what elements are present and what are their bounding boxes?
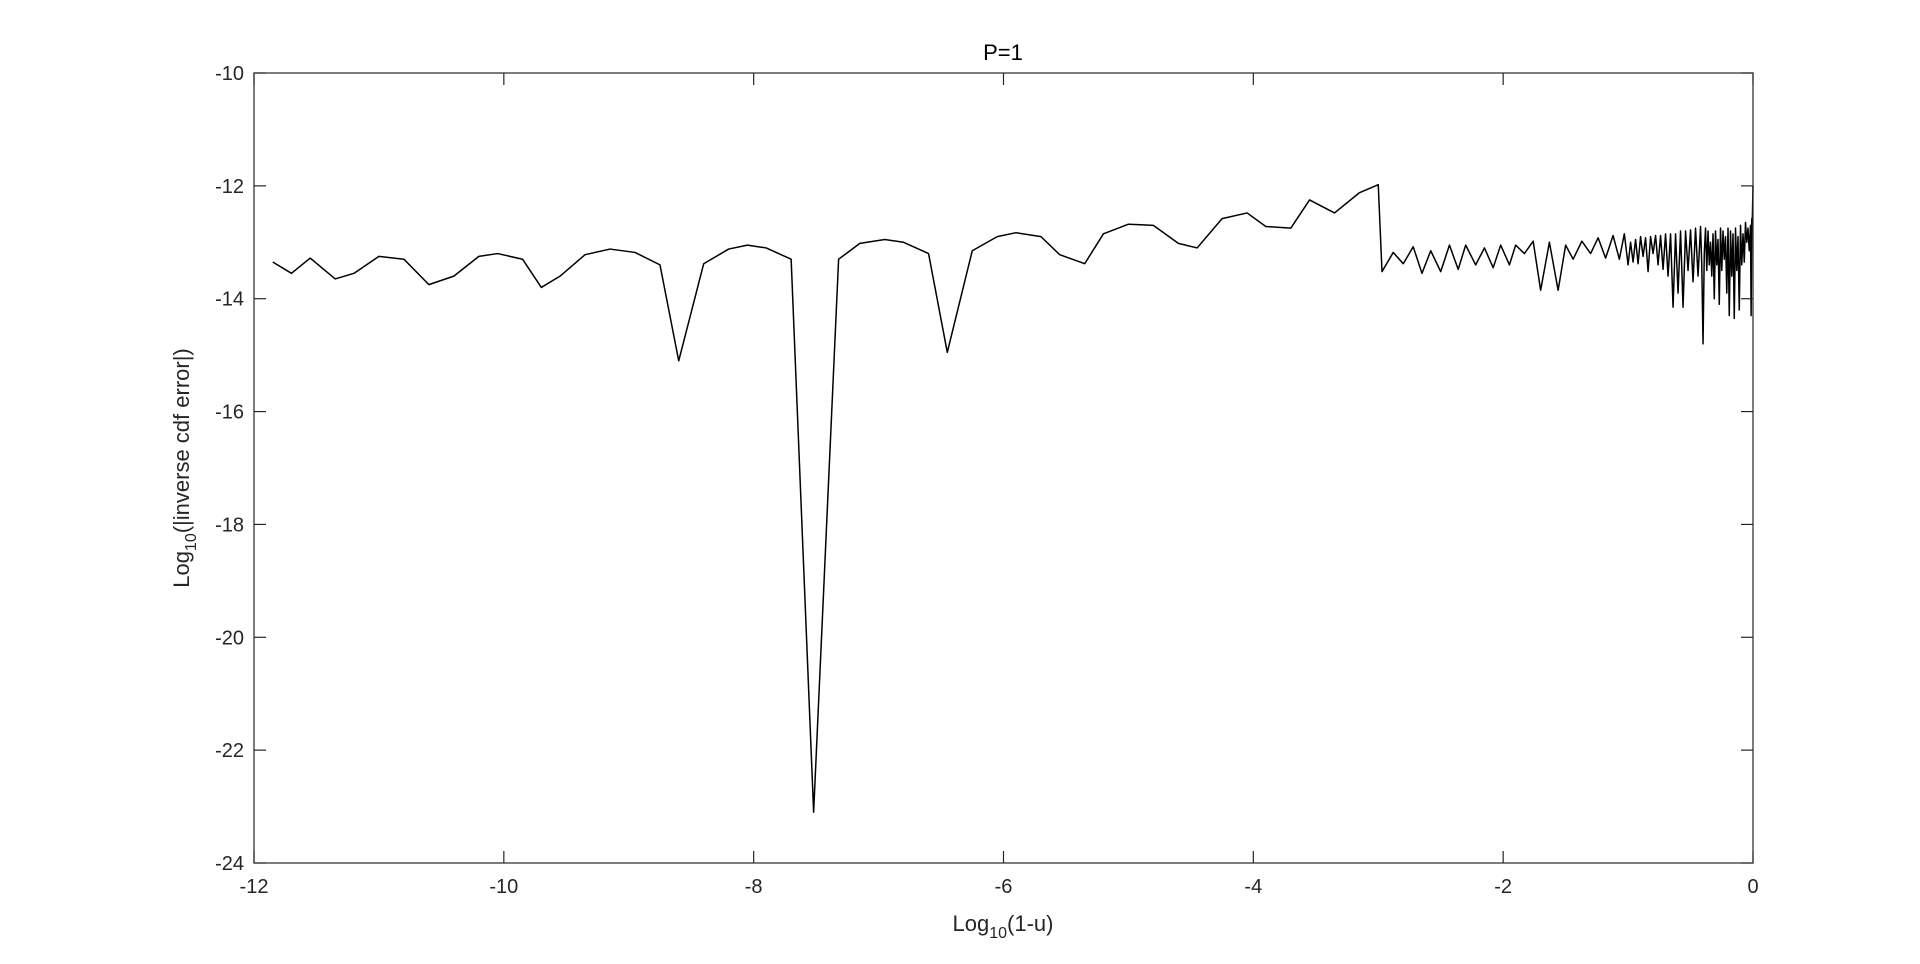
- y-tick-label: -18: [215, 514, 244, 536]
- y-tick-label: -16: [215, 402, 244, 424]
- x-tick-label: 0: [1747, 876, 1758, 898]
- y-tick-label: -14: [215, 289, 244, 311]
- x-tick-label: -6: [995, 876, 1013, 898]
- series-line: [272, 183, 1754, 813]
- y-axis-label-rest: (|inverse cdf error|): [169, 348, 194, 533]
- x-tick-label: -4: [1244, 876, 1262, 898]
- y-tick-label: -12: [215, 176, 244, 198]
- x-tick-label: -2: [1494, 876, 1512, 898]
- chart-title: P=1: [983, 40, 1023, 65]
- x-axis-label-subscript: 10: [989, 925, 1007, 942]
- y-tick-label: -22: [215, 740, 244, 762]
- plot-area: [254, 73, 1753, 863]
- x-tick-label: -8: [745, 876, 763, 898]
- y-axis-label-subscript: 10: [183, 533, 200, 551]
- y-tick-label: -24: [215, 853, 244, 875]
- x-axis-label-base: Log: [953, 911, 990, 936]
- x-axis-label: Log10(1-u): [953, 911, 1054, 942]
- x-ticks: -12 -10 -8 -6 -4 -2 0: [240, 73, 1759, 898]
- y-tick-label: -20: [215, 627, 244, 649]
- x-axis-label-rest: (1-u): [1007, 911, 1053, 936]
- x-tick-label: -12: [240, 876, 269, 898]
- y-tick-label: -10: [215, 63, 244, 85]
- x-tick-label: -10: [489, 876, 518, 898]
- y-ticks: -24 -22 -20 -18 -16 -14 -12 -10: [215, 63, 1753, 875]
- y-axis-label-base: Log: [169, 551, 194, 588]
- y-axis-label: Log10(|inverse cdf error|): [169, 348, 200, 588]
